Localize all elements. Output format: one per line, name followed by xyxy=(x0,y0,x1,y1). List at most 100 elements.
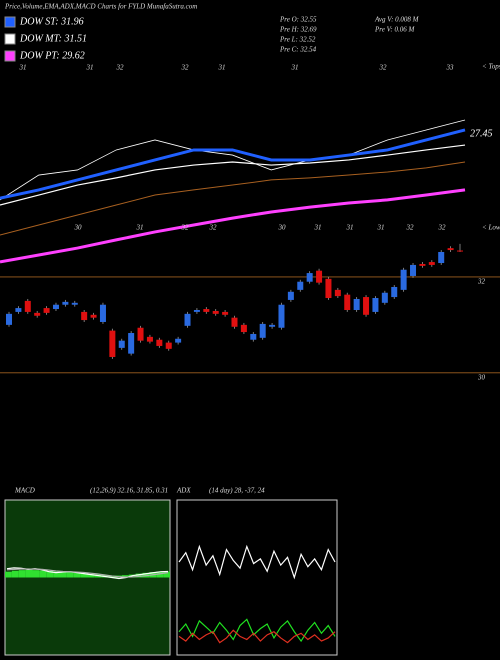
candle-body xyxy=(363,297,370,315)
candle-body xyxy=(428,262,435,265)
histogram-bar xyxy=(87,574,95,578)
candle-body xyxy=(6,313,12,325)
candle-body xyxy=(287,291,294,300)
ema-line xyxy=(0,144,466,206)
candle-body xyxy=(43,308,50,313)
lows-label: 32 xyxy=(181,224,190,232)
candle-body xyxy=(81,311,88,321)
candle-body xyxy=(222,311,229,315)
adx-line xyxy=(178,544,336,580)
candle-body xyxy=(24,300,31,312)
lows-label: 31 xyxy=(377,224,385,232)
legend-swatch xyxy=(4,50,16,62)
candle-body xyxy=(344,294,351,310)
macd-line xyxy=(6,568,169,578)
candle-body xyxy=(316,270,323,283)
candle-body xyxy=(231,317,238,327)
candle-body xyxy=(400,269,407,290)
legend-swatch xyxy=(4,16,16,28)
macd-subtitle: (12,26,9) 32.16, 31.85, 0.31 xyxy=(90,487,168,495)
candle-body xyxy=(128,333,135,354)
histogram-bar xyxy=(66,572,74,578)
y-tick-label: 30 xyxy=(477,373,486,381)
candle-body xyxy=(90,314,97,318)
histogram-bar xyxy=(53,571,60,578)
lows-label: 32 xyxy=(406,224,415,232)
ema-line xyxy=(0,119,466,201)
candle-body xyxy=(156,339,163,346)
candle-body xyxy=(99,304,106,322)
lows-label: 31 xyxy=(136,224,144,232)
adx-title: ADX xyxy=(176,487,191,495)
candle-body xyxy=(410,264,417,276)
candle-body xyxy=(306,273,313,282)
candle-body xyxy=(15,308,22,312)
tops-label: 31 xyxy=(19,64,27,72)
candle-body xyxy=(137,327,144,341)
legend-label: DOW PT: 29.62 xyxy=(19,50,85,61)
candle-body xyxy=(353,298,360,310)
histogram-bar xyxy=(163,571,170,578)
title: Price,Volume,EMA,ADX,MACD Charts for FYL… xyxy=(4,3,197,11)
annotation: < Tops xyxy=(482,63,500,71)
candle-body xyxy=(334,289,341,297)
candle-body xyxy=(419,263,426,266)
candle-body xyxy=(447,248,454,251)
tops-label: 31 xyxy=(291,64,299,72)
lows-label: 32 xyxy=(209,224,218,232)
candle-body xyxy=(297,281,304,290)
stat: Pre H: 32.69 xyxy=(279,26,317,34)
candle-body xyxy=(457,250,463,252)
candle-body xyxy=(62,301,69,305)
histogram-bar xyxy=(32,570,40,578)
lows-label: 31 xyxy=(346,224,354,232)
histogram-bar xyxy=(156,571,164,578)
histogram-bar xyxy=(80,573,88,578)
candle-body xyxy=(109,330,116,357)
candle-body xyxy=(203,309,210,312)
lows-label: 30 xyxy=(74,224,83,232)
histogram-bar xyxy=(60,572,67,578)
ema-line xyxy=(0,161,466,236)
adx-line xyxy=(178,618,336,643)
lows-label: 31 xyxy=(314,224,322,232)
legend-swatch xyxy=(4,33,16,45)
histogram-bar xyxy=(135,573,143,578)
candle-body xyxy=(118,340,125,348)
legend-label: DOW ST: 31.96 xyxy=(19,16,84,27)
histogram-bar xyxy=(121,575,129,578)
candle-body xyxy=(391,286,398,298)
tops-label: 31 xyxy=(218,64,226,72)
tops-label: 31 xyxy=(86,64,94,72)
annotation: 27.45 xyxy=(470,128,493,139)
candle-body xyxy=(34,312,41,316)
candle-body xyxy=(146,336,153,342)
histogram-bar xyxy=(18,570,26,578)
candle-body xyxy=(212,310,219,314)
adx-subtitle: (14 day) 28, -37, 24 xyxy=(209,487,265,495)
histogram-bar xyxy=(108,575,115,578)
candle-body xyxy=(71,302,78,305)
candle-body xyxy=(240,324,247,333)
stat: Pre O: 32.55 xyxy=(279,16,317,24)
tops-label: 32 xyxy=(379,64,388,72)
tops-label: 33 xyxy=(446,64,455,72)
candle-body xyxy=(193,310,200,312)
adx-line xyxy=(178,629,336,644)
lows-label: 32 xyxy=(438,224,447,232)
candle-body xyxy=(278,304,285,328)
adx-panel xyxy=(176,499,338,656)
candle-body xyxy=(269,324,276,327)
lows-label: 30 xyxy=(278,224,287,232)
histogram-bar xyxy=(11,570,19,578)
tops-label: 32 xyxy=(116,64,125,72)
candle-body xyxy=(259,323,266,338)
tops-label: 32 xyxy=(181,64,190,72)
stat: Pre V: 0.06 M xyxy=(374,26,415,34)
histogram-bar xyxy=(39,570,47,578)
y-tick-label: 32 xyxy=(477,278,486,286)
histogram-bar xyxy=(5,571,12,578)
ema-line xyxy=(0,188,466,264)
candle-body xyxy=(438,251,445,264)
